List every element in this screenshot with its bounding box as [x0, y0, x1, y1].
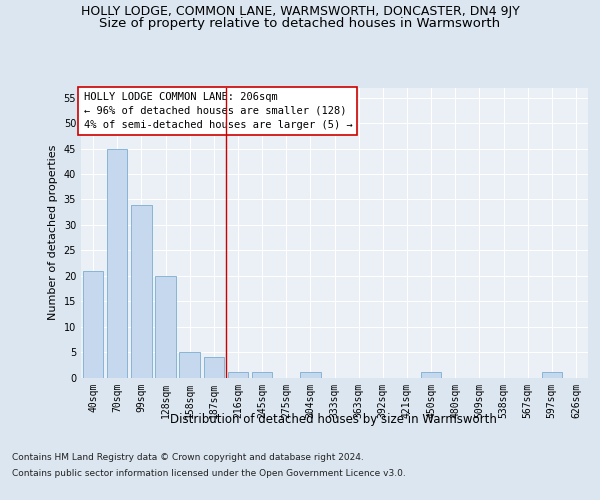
- Bar: [421, 372, 442, 378]
- Bar: [300, 372, 320, 378]
- Text: Contains public sector information licensed under the Open Government Licence v3: Contains public sector information licen…: [12, 468, 406, 477]
- Bar: [83, 270, 103, 378]
- Bar: [227, 372, 248, 378]
- Text: Size of property relative to detached houses in Warmsworth: Size of property relative to detached ho…: [100, 18, 500, 30]
- Bar: [179, 352, 200, 378]
- Bar: [252, 372, 272, 378]
- Bar: [131, 204, 152, 378]
- Text: HOLLY LODGE, COMMON LANE, WARMSWORTH, DONCASTER, DN4 9JY: HOLLY LODGE, COMMON LANE, WARMSWORTH, DO…: [80, 5, 520, 18]
- Bar: [203, 357, 224, 378]
- Bar: [542, 372, 562, 378]
- Text: HOLLY LODGE COMMON LANE: 206sqm
← 96% of detached houses are smaller (128)
4% of: HOLLY LODGE COMMON LANE: 206sqm ← 96% of…: [83, 92, 352, 130]
- Text: Contains HM Land Registry data © Crown copyright and database right 2024.: Contains HM Land Registry data © Crown c…: [12, 454, 364, 462]
- Text: Distribution of detached houses by size in Warmsworth: Distribution of detached houses by size …: [170, 412, 496, 426]
- Y-axis label: Number of detached properties: Number of detached properties: [48, 145, 58, 320]
- Bar: [155, 276, 176, 378]
- Bar: [107, 148, 127, 378]
